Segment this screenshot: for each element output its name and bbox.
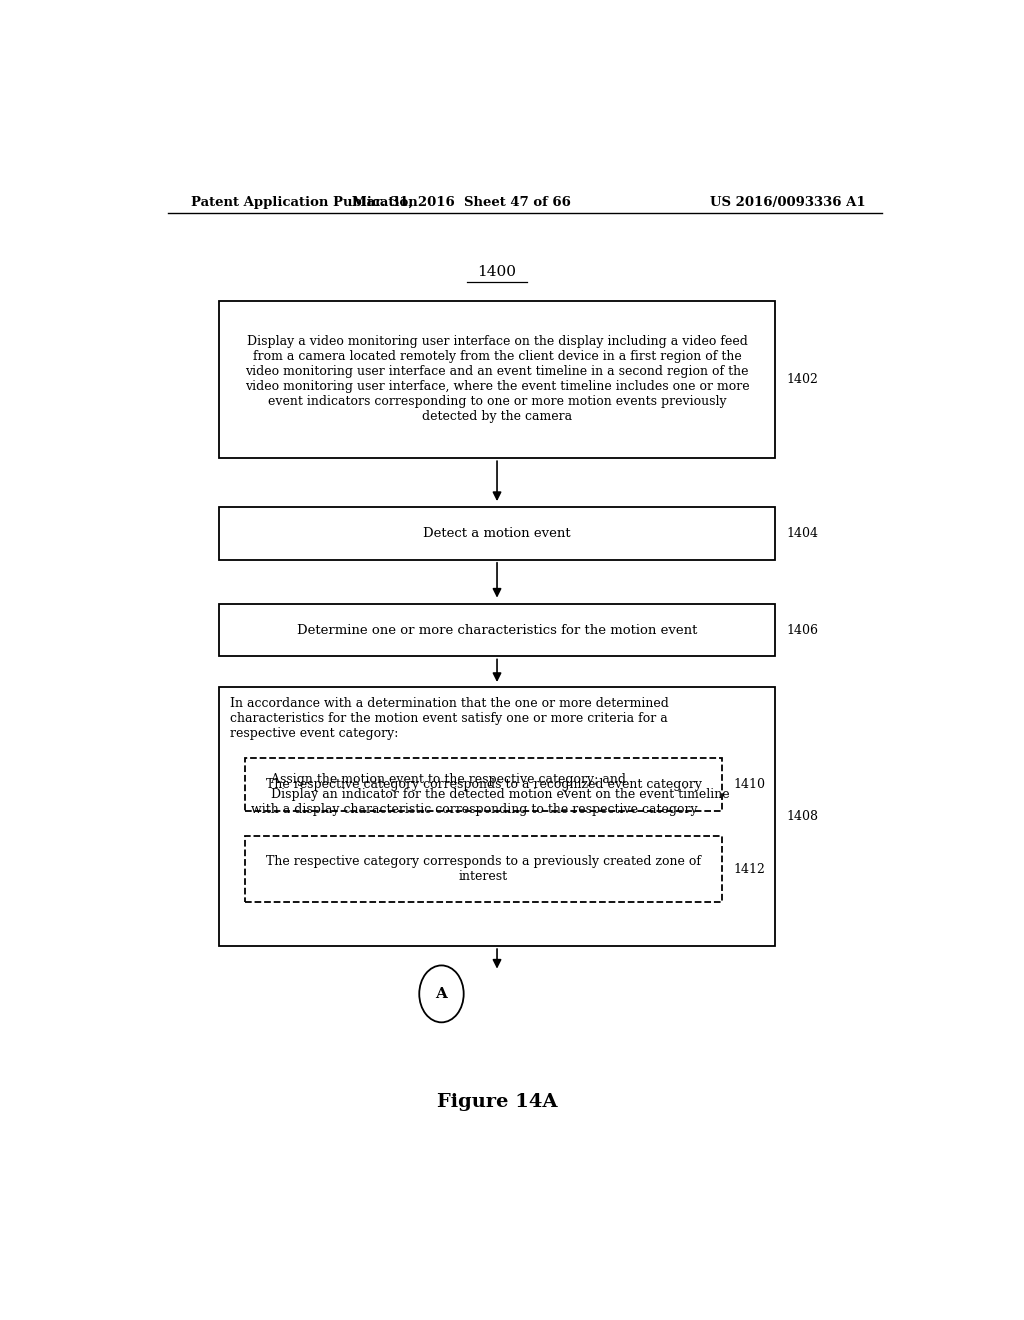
Text: The respective category corresponds to a previously created zone of
interest: The respective category corresponds to a…: [266, 855, 701, 883]
Text: 1404: 1404: [786, 527, 819, 540]
Text: 1402: 1402: [786, 374, 818, 385]
Text: 1408: 1408: [786, 810, 819, 822]
Text: Determine one or more characteristics for the motion event: Determine one or more characteristics fo…: [297, 623, 697, 636]
Text: 1412: 1412: [733, 863, 765, 876]
Bar: [219, 686, 775, 946]
Text: Detect a motion event: Detect a motion event: [423, 527, 570, 540]
Text: 1400: 1400: [477, 265, 516, 280]
Bar: [219, 301, 775, 458]
Bar: [219, 507, 775, 560]
Text: Mar. 31, 2016  Sheet 47 of 66: Mar. 31, 2016 Sheet 47 of 66: [352, 195, 570, 209]
Text: 1410: 1410: [733, 777, 766, 791]
Text: Display a video monitoring user interface on the display including a video feed
: Display a video monitoring user interfac…: [245, 335, 750, 424]
Text: In accordance with a determination that the one or more determined
characteristi: In accordance with a determination that …: [229, 697, 669, 741]
Text: Assign the motion event to the respective category; and
     Display an indicato: Assign the motion event to the respectiv…: [251, 774, 730, 816]
Text: The respective category corresponds to a recognized event category: The respective category corresponds to a…: [265, 777, 701, 791]
Circle shape: [419, 965, 464, 1022]
Bar: [246, 758, 722, 810]
Text: US 2016/0093336 A1: US 2016/0093336 A1: [711, 195, 866, 209]
Bar: [246, 837, 722, 903]
Text: A: A: [435, 987, 447, 1001]
Text: Patent Application Publication: Patent Application Publication: [191, 195, 418, 209]
Bar: [219, 603, 775, 656]
Text: Figure 14A: Figure 14A: [437, 1093, 557, 1110]
Text: 1406: 1406: [786, 623, 819, 636]
